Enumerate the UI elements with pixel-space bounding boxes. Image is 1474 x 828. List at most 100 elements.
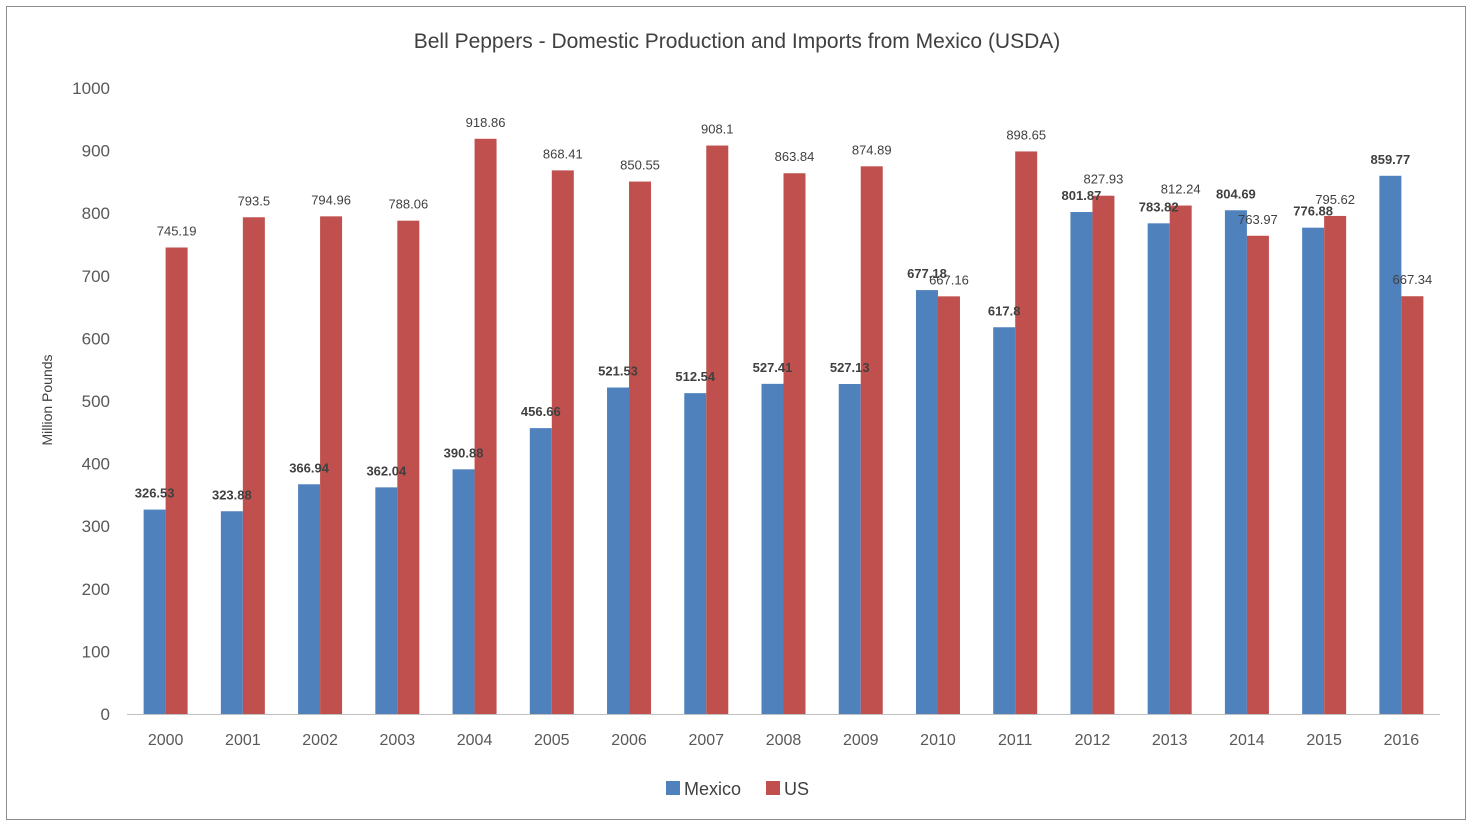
data-label-us-2001: 793.5 bbox=[238, 193, 271, 208]
bar-us-2014 bbox=[1246, 235, 1269, 715]
bar-us-2000 bbox=[165, 247, 188, 715]
x-tick-label: 2009 bbox=[843, 732, 879, 749]
bar-mexico-2015 bbox=[1302, 227, 1325, 714]
x-tick-label: 2007 bbox=[688, 732, 724, 749]
data-label-mexico-2001: 323.88 bbox=[212, 487, 252, 502]
bar-mexico-2013 bbox=[1147, 223, 1170, 714]
legend-label-us: US bbox=[784, 779, 809, 799]
x-tick-label: 2010 bbox=[920, 732, 956, 749]
data-label-mexico-2012: 801.87 bbox=[1062, 188, 1102, 203]
data-label-us-2011: 898.65 bbox=[1006, 127, 1046, 142]
x-tick-label: 2004 bbox=[457, 732, 493, 749]
bars-group bbox=[143, 138, 1424, 715]
data-label-mexico-2007: 512.54 bbox=[675, 369, 716, 384]
legend: Mexico US bbox=[666, 779, 809, 799]
data-label-mexico-2000: 326.53 bbox=[135, 486, 175, 501]
bar-mexico-2002 bbox=[298, 484, 321, 714]
data-label-mexico-2008: 527.41 bbox=[753, 360, 793, 375]
bar-mexico-2006 bbox=[607, 387, 630, 714]
data-label-us-2003: 788.06 bbox=[388, 197, 428, 212]
y-tick-label: 900 bbox=[82, 142, 110, 161]
legend-swatch-us bbox=[766, 781, 780, 795]
data-label-us-2009: 874.89 bbox=[852, 142, 892, 157]
bar-mexico-2000 bbox=[143, 509, 166, 714]
data-label-us-2002: 794.96 bbox=[311, 192, 351, 207]
y-tick-label: 100 bbox=[82, 642, 110, 661]
bar-mexico-2016 bbox=[1379, 175, 1402, 714]
chart-frame bbox=[6, 6, 1466, 820]
chart-title: Bell Peppers - Domestic Production and I… bbox=[414, 30, 1061, 53]
data-labels-group: 326.53 745.19 323.88 793.5 366.94 794.96 362.0… bbox=[135, 115, 1433, 502]
y-tick-label: 800 bbox=[82, 204, 110, 223]
y-tick-label: 600 bbox=[82, 329, 110, 348]
bar-mexico-2004 bbox=[452, 469, 475, 714]
bar-us-2002 bbox=[320, 216, 343, 714]
data-label-us-2000: 745.19 bbox=[157, 224, 197, 239]
bar-us-2003 bbox=[397, 220, 420, 714]
data-label-us-2008: 863.84 bbox=[775, 149, 815, 164]
bar-mexico-2008 bbox=[761, 383, 784, 714]
data-label-us-2013: 812.24 bbox=[1161, 182, 1201, 197]
data-label-mexico-2016: 859.77 bbox=[1370, 152, 1410, 167]
x-tick-label: 2006 bbox=[611, 732, 647, 749]
y-tick-label: 700 bbox=[82, 267, 110, 286]
x-tick-label: 2011 bbox=[998, 732, 1033, 749]
bar-us-2011 bbox=[1015, 151, 1038, 715]
x-tick-label: 2001 bbox=[225, 732, 261, 749]
bar-mexico-2012 bbox=[1070, 212, 1093, 715]
y-tick-label: 400 bbox=[82, 455, 110, 474]
bar-us-2008 bbox=[783, 173, 806, 715]
bar-us-2015 bbox=[1324, 215, 1347, 714]
x-tick-label: 2005 bbox=[534, 732, 570, 749]
x-tick-label: 2000 bbox=[148, 732, 184, 749]
data-label-mexico-2011: 617.8 bbox=[988, 303, 1021, 318]
data-label-us-2014: 763.97 bbox=[1238, 212, 1278, 227]
data-label-mexico-2002: 366.94 bbox=[289, 460, 330, 475]
bar-mexico-2010 bbox=[915, 290, 938, 714]
x-tick-label: 2016 bbox=[1384, 732, 1420, 749]
data-label-us-2012: 827.93 bbox=[1084, 172, 1124, 187]
data-label-us-2015: 795.62 bbox=[1315, 192, 1355, 207]
bar-us-2004 bbox=[474, 138, 497, 714]
bar-mexico-2009 bbox=[838, 384, 861, 714]
data-label-us-2005: 868.41 bbox=[543, 146, 583, 161]
x-tick-label: 2012 bbox=[1075, 732, 1111, 749]
data-label-mexico-2013: 783.82 bbox=[1139, 199, 1179, 214]
data-label-us-2006: 850.55 bbox=[620, 158, 660, 173]
bar-us-2013 bbox=[1169, 205, 1192, 714]
x-tick-label: 2013 bbox=[1152, 732, 1188, 749]
bar-mexico-2001 bbox=[220, 511, 243, 714]
x-axis-ticks: 2000 2001 2002 2003 2004 2005 2006 2007 2008 2009… bbox=[148, 732, 1419, 749]
bar-mexico-2003 bbox=[375, 487, 398, 714]
data-label-mexico-2009: 527.13 bbox=[830, 360, 870, 375]
y-axis-ticks: 0 100 200 300 400 500 600 700 800 900 1000 bbox=[72, 79, 110, 724]
bar-us-2009 bbox=[860, 166, 883, 715]
bar-mexico-2005 bbox=[529, 428, 552, 714]
bar-us-2005 bbox=[551, 170, 574, 714]
bar-mexico-2007 bbox=[684, 393, 707, 714]
bar-mexico-2014 bbox=[1224, 210, 1247, 715]
data-label-mexico-2003: 362.04 bbox=[366, 463, 407, 478]
legend-label-mexico: Mexico bbox=[684, 779, 741, 799]
y-tick-label: 300 bbox=[82, 517, 110, 536]
bar-us-2010 bbox=[937, 296, 960, 714]
x-tick-label: 2014 bbox=[1229, 732, 1265, 749]
bar-us-2012 bbox=[1092, 195, 1115, 714]
data-label-mexico-2006: 521.53 bbox=[598, 364, 638, 379]
bar-mexico-2011 bbox=[993, 327, 1016, 714]
y-tick-label: 200 bbox=[82, 580, 110, 599]
y-tick-label: 1000 bbox=[72, 79, 110, 98]
data-label-us-2010: 667.16 bbox=[929, 272, 969, 287]
data-label-mexico-2010: 677.18 bbox=[907, 266, 947, 281]
x-tick-label: 2008 bbox=[766, 732, 802, 749]
data-label-us-2004: 918.86 bbox=[466, 115, 506, 130]
data-label-mexico-2015: 776.88 bbox=[1293, 204, 1333, 219]
x-tick-label: 2015 bbox=[1306, 732, 1342, 749]
bar-us-2016 bbox=[1401, 296, 1424, 714]
y-tick-label: 500 bbox=[82, 392, 110, 411]
bar-us-2001 bbox=[242, 217, 265, 715]
x-tick-label: 2003 bbox=[380, 732, 416, 749]
bar-us-2007 bbox=[706, 145, 729, 714]
